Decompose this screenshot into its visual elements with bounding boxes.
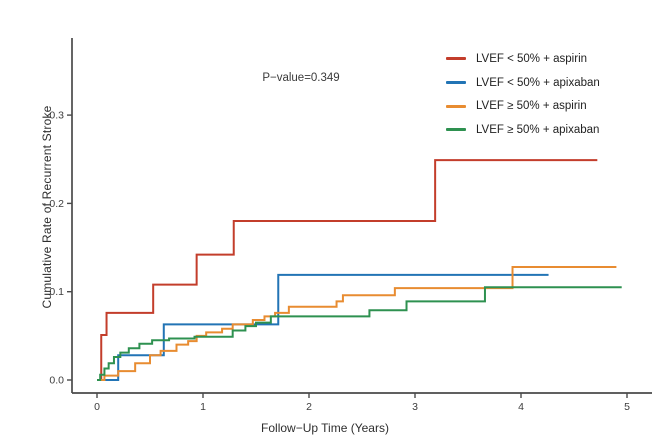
y-axis-title: Cumulative Rate of Recurrent Stroke (40, 105, 54, 309)
y-tick-label: 0.0 (49, 375, 64, 387)
x-tick-label: 5 (624, 401, 630, 413)
x-tick-label: 1 (200, 401, 206, 413)
legend-item-3: LVEF ≥ 50% + aspirin (446, 94, 600, 118)
legend-key-line (446, 81, 466, 85)
series-curve-1 (97, 159, 598, 381)
legend-item-2: LVEF < 50% + apixaban (446, 71, 600, 95)
legend-item-label: LVEF ≥ 50% + aspirin (476, 100, 587, 113)
series-curve-3 (97, 265, 617, 381)
p-value-annotation: P−value=0.349 (262, 72, 340, 84)
legend-item-1: LVEF < 50% + aspirin (446, 47, 600, 71)
y-tick-label: 0.3 (49, 110, 64, 122)
legend-key-line (446, 104, 466, 108)
series-curve-4 (97, 286, 622, 381)
legend-item-label: LVEF ≥ 50% + apixaban (476, 123, 600, 136)
legend-item-label: LVEF < 50% + aspirin (476, 52, 588, 65)
legend-item-4: LVEF ≥ 50% + apixaban (446, 118, 600, 142)
legend: LVEF < 50% + aspirin LVEF < 50% + apixaba… (446, 47, 600, 142)
x-axis-title: Follow−Up Time (Years) (261, 421, 389, 435)
x-tick-label: 3 (412, 401, 418, 413)
legend-key-line (446, 128, 466, 132)
y-tick-label: 0.1 (49, 286, 64, 298)
legend-key-line (446, 57, 466, 61)
x-tick-label: 2 (306, 401, 312, 413)
y-tick-label: 0.2 (49, 198, 64, 210)
legend-item-label: LVEF < 50% + apixaban (476, 76, 600, 89)
x-tick-label: 4 (518, 401, 524, 413)
series-curve-2 (97, 273, 549, 381)
x-tick-label: 0 (94, 401, 100, 413)
